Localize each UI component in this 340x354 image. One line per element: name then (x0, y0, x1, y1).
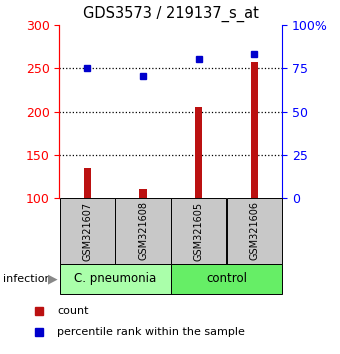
Text: percentile rank within the sample: percentile rank within the sample (57, 327, 245, 337)
Bar (60, 264, 171, 294)
Text: control: control (206, 272, 247, 285)
Bar (116, 198, 171, 264)
Bar (84, 168, 91, 198)
Title: GDS3573 / 219137_s_at: GDS3573 / 219137_s_at (83, 6, 259, 22)
Bar (171, 198, 226, 264)
Text: ▶: ▶ (48, 272, 57, 285)
Bar (195, 107, 202, 198)
Bar (251, 62, 258, 198)
Bar (139, 189, 147, 198)
Bar (171, 264, 282, 294)
Text: GSM321606: GSM321606 (249, 201, 259, 261)
Bar (227, 198, 282, 264)
Bar (60, 198, 115, 264)
Text: GSM321607: GSM321607 (82, 201, 92, 261)
Text: GSM321605: GSM321605 (194, 201, 204, 261)
Text: C. pneumonia: C. pneumonia (74, 272, 156, 285)
Text: infection: infection (3, 274, 52, 284)
Text: count: count (57, 306, 89, 316)
Text: GSM321608: GSM321608 (138, 201, 148, 261)
